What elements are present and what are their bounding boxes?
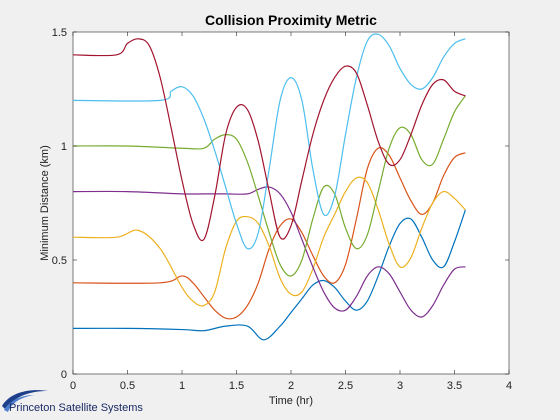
logo: Princeton Satellite Systems: [2, 390, 143, 414]
logo-swoosh-accent-icon: [4, 395, 34, 412]
series-line-5: [72, 95, 466, 277]
x-tick-label: 0.5: [120, 380, 135, 392]
series-line-2: [72, 147, 466, 320]
chart-title: Collision Proximity Metric: [205, 12, 377, 28]
x-axis-label: Time (hr): [269, 395, 313, 407]
plot-lines: [72, 33, 466, 341]
y-tick-label: 1.5: [52, 27, 67, 39]
x-tick-label: 1.5: [229, 380, 244, 392]
y-axis-label: Minimum Distance (km): [39, 145, 51, 261]
axes-background: [72, 31, 510, 375]
y-tick-label: 1: [61, 141, 67, 153]
series-line-7: [72, 38, 466, 242]
series-line-6: [72, 33, 466, 250]
series-line-1: [72, 209, 466, 341]
y-tick-label: 0: [61, 369, 67, 381]
x-tick-label: 0: [70, 380, 76, 392]
x-tick-label: 2.5: [338, 380, 353, 392]
x-tick-label: 3: [397, 380, 403, 392]
x-tick-label: 1: [179, 380, 185, 392]
axis-ticks: 0 0.5 1 1.5 2 2.5 3 3.5 4 0 0.5 1 1.5: [52, 27, 512, 392]
x-tick-label: 4: [506, 380, 512, 392]
y-tick-label: 0.5: [52, 255, 67, 267]
x-tick-label: 3.5: [447, 380, 462, 392]
x-tick-label: 2: [288, 380, 294, 392]
logo-text: Princeton Satellite Systems: [9, 402, 143, 414]
series-line-3: [72, 176, 466, 307]
